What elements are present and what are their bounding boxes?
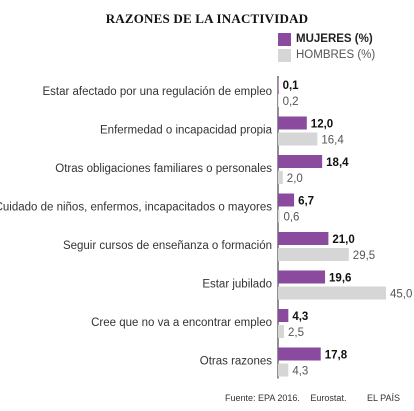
- data-label-mujeres: 4,3: [292, 311, 308, 323]
- bar-mujeres: [278, 347, 321, 361]
- category-label: Seguir cursos de enseñanza o formación: [63, 240, 272, 252]
- chart-title: RAZONES DE LA INACTIVIDAD: [105, 11, 309, 26]
- category-label: Cree que no va a encontrar empleo: [91, 317, 272, 329]
- category-label: Otras razones: [200, 356, 272, 368]
- category-label: Cuidado de niños, enfermos, incapacitado…: [0, 202, 272, 214]
- data-label-mujeres: 18,4: [326, 157, 349, 169]
- category-label: Estar afectado por una regulación de emp…: [42, 86, 272, 98]
- bar-hombres: [278, 94, 279, 107]
- category-label: Estar jubilado: [202, 279, 272, 291]
- bar-hombres: [278, 132, 318, 146]
- data-label-hombres: 29,5: [353, 250, 375, 262]
- footer-brand: EL PAÍS: [366, 393, 400, 403]
- legend-swatch-hombres: [278, 48, 291, 62]
- data-label-hombres: 4,3: [292, 366, 308, 378]
- data-label-mujeres: 19,6: [329, 273, 351, 285]
- bar-mujeres: [278, 193, 295, 207]
- bar-mujeres: [278, 78, 279, 91]
- data-label-hombres: 0,2: [283, 96, 299, 108]
- legend-swatch-mujeres: [278, 32, 291, 46]
- bar-hombres: [278, 171, 283, 184]
- bar-hombres: [278, 325, 284, 338]
- legend-label-hombres: HOMBRES (%): [296, 49, 376, 61]
- bar-mujeres: [278, 116, 307, 130]
- category-label: Enfermedad o incapacidad propia: [100, 125, 273, 137]
- data-label-hombres: 2,0: [287, 173, 303, 185]
- data-label-hombres: 2,5: [288, 327, 304, 339]
- data-label-hombres: 16,4: [321, 135, 344, 147]
- data-label-mujeres: 17,8: [325, 350, 348, 362]
- bar-hombres: [278, 248, 349, 261]
- footer-source: Fuente: EPA 2016.: [225, 393, 300, 403]
- category-label: Otras obligaciones familiares o personal…: [55, 163, 272, 175]
- bar-mujeres: [278, 232, 329, 245]
- bar-hombres: [278, 209, 280, 223]
- data-label-hombres: 45,0: [390, 289, 412, 301]
- data-label-mujeres: 0,1: [283, 80, 300, 92]
- legend-item-hombres: HOMBRES (%): [278, 48, 375, 62]
- data-label-hombres: 0,6: [283, 212, 299, 224]
- bar-mujeres: [278, 155, 323, 168]
- bar-mujeres: [278, 270, 326, 284]
- legend-item-mujeres: MUJERES (%): [278, 32, 373, 46]
- data-label-mujeres: 6,7: [298, 196, 314, 208]
- bar-mujeres: [278, 309, 289, 322]
- bar-hombres: [278, 286, 386, 300]
- data-label-mujeres: 12,0: [311, 119, 333, 131]
- footer: Fuente: EPA 2016. Eurostat. EL PAÍS: [217, 393, 400, 403]
- legend-label-mujeres: MUJERES (%): [296, 33, 373, 45]
- footer-source-2: Eurostat.: [310, 393, 347, 403]
- bar-hombres: [278, 363, 289, 377]
- data-label-mujeres: 21,0: [332, 234, 354, 246]
